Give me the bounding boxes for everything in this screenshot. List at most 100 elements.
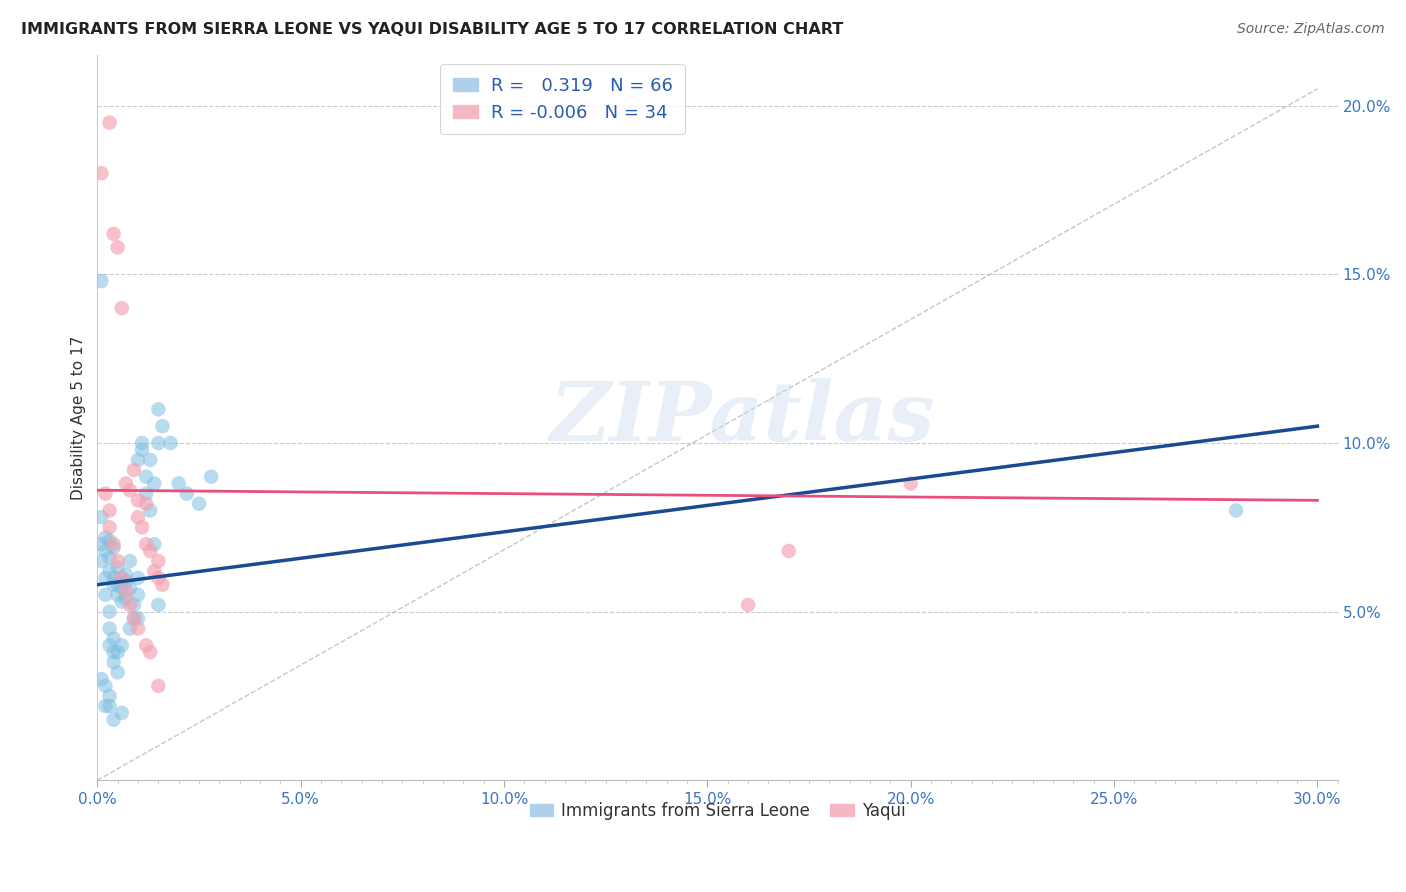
Point (135, 497, 157, 511)
Point (118, 622, 141, 636)
Point (143, 564, 166, 578)
Point (127, 510, 149, 524)
Point (122, 611, 145, 625)
Point (111, 639, 134, 653)
Point (94, 486, 117, 500)
Point (98, 550, 121, 565)
Point (143, 476, 166, 491)
Point (103, 577, 125, 591)
Point (98, 689, 121, 703)
Point (98, 622, 121, 636)
Point (98, 503, 121, 517)
Point (90, 510, 112, 524)
Point (148, 554, 170, 568)
Point (188, 497, 211, 511)
Y-axis label: Disability Age 5 to 17: Disability Age 5 to 17 (72, 335, 86, 500)
Point (111, 594, 134, 608)
Point (131, 436, 153, 450)
Point (167, 476, 190, 491)
Point (131, 442, 153, 457)
Point (135, 537, 157, 551)
Point (127, 453, 149, 467)
Point (90, 672, 112, 686)
Point (778, 544, 800, 558)
Point (103, 571, 125, 585)
Point (176, 486, 198, 500)
Point (148, 402, 170, 417)
Point (114, 476, 136, 491)
Point (107, 665, 129, 680)
Point (143, 537, 166, 551)
Point (118, 598, 141, 612)
Point (90, 274, 112, 288)
Point (127, 611, 149, 625)
Point (90, 166, 112, 180)
Point (107, 588, 129, 602)
Point (94, 699, 117, 714)
Point (131, 520, 153, 534)
Point (107, 561, 129, 575)
Point (148, 571, 170, 585)
Point (900, 476, 922, 491)
Point (103, 227, 125, 241)
Point (94, 588, 117, 602)
Point (111, 706, 134, 720)
Point (148, 598, 170, 612)
Point (135, 486, 157, 500)
Point (122, 463, 145, 477)
Point (98, 115, 121, 129)
Point (148, 679, 170, 693)
Point (103, 645, 125, 659)
Point (127, 571, 149, 585)
Point (103, 632, 125, 646)
Point (111, 581, 134, 595)
Point (107, 554, 129, 568)
Point (122, 598, 145, 612)
Point (1225, 503, 1247, 517)
Point (90, 537, 112, 551)
Point (98, 605, 121, 619)
Point (152, 577, 174, 591)
Point (98, 564, 121, 578)
Point (90, 554, 112, 568)
Point (94, 531, 117, 545)
Point (103, 655, 125, 669)
Point (148, 436, 170, 450)
Point (114, 591, 136, 606)
Point (139, 544, 162, 558)
Point (118, 483, 141, 498)
Text: IMMIGRANTS FROM SIERRA LEONE VS YAQUI DISABILITY AGE 5 TO 17 CORRELATION CHART: IMMIGRANTS FROM SIERRA LEONE VS YAQUI DI… (21, 22, 844, 37)
Point (94, 544, 117, 558)
Point (152, 419, 174, 434)
Point (139, 453, 162, 467)
Point (103, 713, 125, 727)
Point (737, 598, 759, 612)
Point (107, 645, 129, 659)
Point (111, 301, 134, 315)
Point (114, 567, 136, 582)
Point (139, 503, 162, 517)
Point (94, 571, 117, 585)
Point (98, 533, 121, 548)
Point (114, 584, 136, 599)
Point (107, 577, 129, 591)
Point (111, 571, 134, 585)
Point (94, 679, 117, 693)
Point (118, 554, 141, 568)
Point (103, 537, 125, 551)
Point (114, 574, 136, 589)
Point (98, 639, 121, 653)
Point (135, 639, 157, 653)
Point (118, 581, 141, 595)
Point (135, 469, 157, 483)
Point (107, 240, 129, 254)
Point (127, 622, 149, 636)
Text: Source: ZipAtlas.com: Source: ZipAtlas.com (1237, 22, 1385, 37)
Point (200, 469, 222, 483)
Point (139, 645, 162, 659)
Point (103, 541, 125, 555)
Point (159, 436, 181, 450)
Point (111, 571, 134, 585)
Text: ZIPatlas: ZIPatlas (550, 377, 935, 458)
Point (122, 611, 145, 625)
